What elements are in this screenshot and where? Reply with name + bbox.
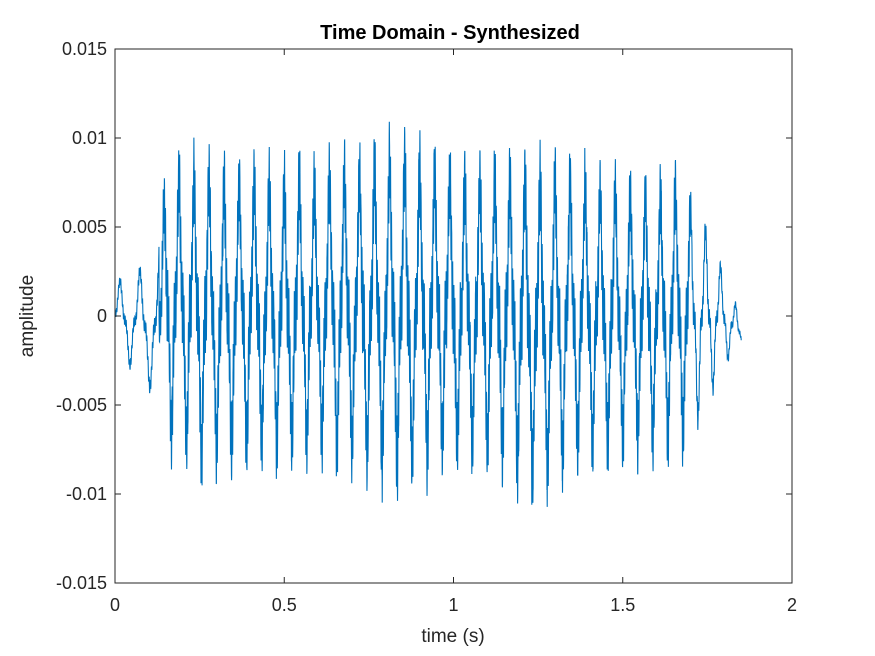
x-tick-label: 2 [787, 595, 797, 615]
x-tick-label: 1 [448, 595, 458, 615]
waveform-line [115, 121, 742, 507]
y-tick-label: -0.01 [66, 484, 107, 504]
series-layer [115, 121, 742, 507]
x-tick-label: 0 [110, 595, 120, 615]
y-tick-label: -0.015 [56, 573, 107, 593]
x-tick-label: 1.5 [610, 595, 635, 615]
chart-title: Time Domain - Synthesized [320, 22, 580, 44]
y-tick-label: 0.005 [62, 217, 107, 237]
y-axis-label: amplitude [17, 275, 38, 357]
y-tick-label: 0.01 [72, 128, 107, 148]
y-tick-label: 0 [97, 306, 107, 326]
x-axis-label: time (s) [421, 626, 484, 647]
y-tick-label: -0.005 [56, 395, 107, 415]
y-tick-label: 0.015 [62, 39, 107, 59]
ticks-layer: 0 0.5 1 1.5 2 0.015 0.01 0.005 0 -0.005 -0.01 -0.01… [56, 39, 797, 615]
plot-area: 0 0.5 1 1.5 2 0.015 0.01 0.005 0 -0.005 -0.01 -0.01… [56, 39, 797, 615]
x-tick-label: 0.5 [272, 595, 297, 615]
